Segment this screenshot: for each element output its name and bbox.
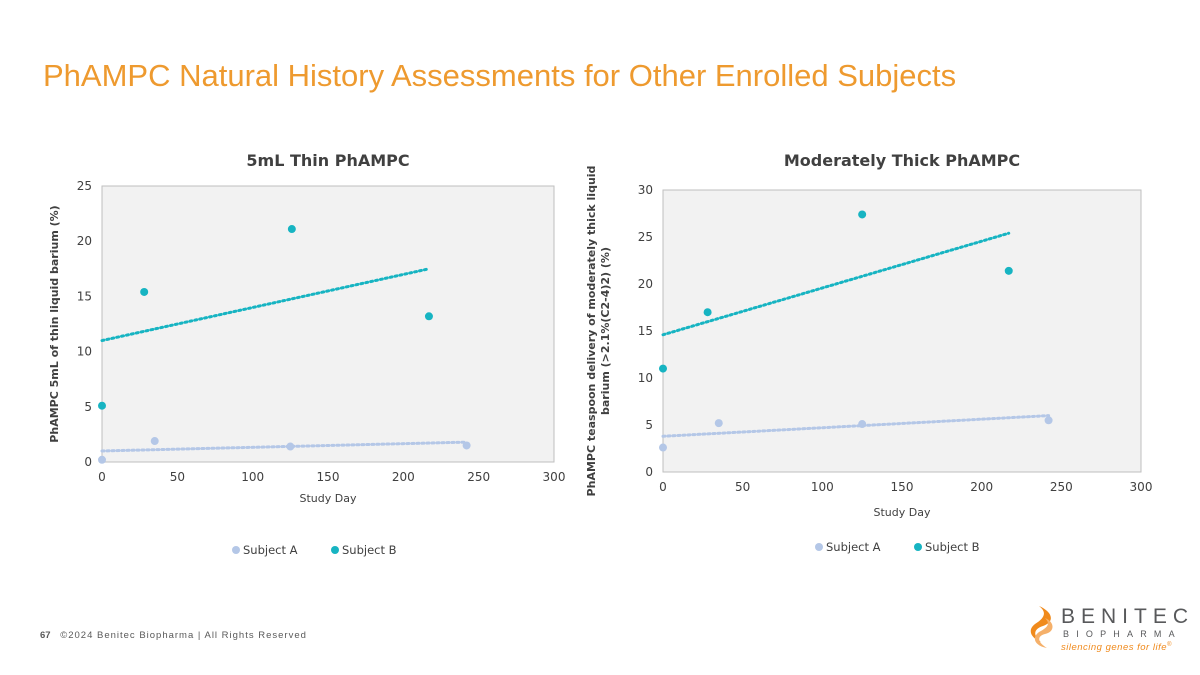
page-title: PhAMPC Natural History Assessments for O… (43, 58, 957, 93)
chart-5ml-thin: 5mL Thin PhAMPC 0 5 10 15 20 25 0 50 100 150 200 250… (40, 140, 620, 580)
thick-chart-y-tick-label: 20 (638, 277, 653, 291)
thin-chart-point-subject-b (287, 225, 296, 234)
logo-wordmark: BENITEC (1061, 605, 1195, 628)
thin-chart-legend-label: Subject B (342, 543, 397, 557)
thin-chart-trendline-subject-a (100, 440, 469, 453)
thick-chart-point-subject-b (659, 364, 667, 373)
thin-chart-point-subject-b (140, 287, 149, 296)
thick-chart-point-subject-a (714, 419, 723, 428)
benitec-logo-mark-icon (1030, 606, 1053, 648)
thin-chart-point-subject-a (150, 437, 159, 446)
thin-chart-point-subject-a (98, 455, 106, 464)
thick-chart-x-tick-label: 200 (970, 480, 993, 494)
thin-chart-y-tick-label: 0 (84, 455, 92, 469)
thick-chart-point-subject-b (1004, 266, 1013, 275)
thin-chart-x-tick-label: 250 (467, 470, 490, 484)
logo-trademark: ® (1167, 642, 1172, 648)
thick-chart-y-tick-label: 30 (638, 183, 653, 197)
thin-chart-trendline-subject-b (100, 267, 431, 343)
thick-chart-x-tick-label: 50 (735, 480, 750, 494)
benitec-logo: BENITEC BIOPHARMA silencing genes for li… (1025, 604, 1188, 656)
thin-chart-x-axis-label: Study Day (300, 492, 357, 505)
thick-chart-point-subject-b (858, 210, 867, 219)
thin-chart-point-subject-a (462, 441, 471, 450)
thick-chart-trendline-subject-b (661, 231, 1011, 337)
thick-chart-point-subject-a (1044, 416, 1053, 425)
logo-tagline-text: silencing genes for life (1061, 642, 1167, 654)
thick-chart-x-tick-label: 150 (891, 480, 914, 494)
thick-chart-legend-label: Subject B (925, 540, 980, 554)
logo-tagline: silencing genes for life® (1061, 642, 1172, 653)
thin-chart-y-tick-label: 20 (77, 234, 92, 248)
thick-chart-point-subject-b (703, 308, 712, 317)
thick-chart-y-tick-label: 25 (638, 230, 653, 244)
thin-chart-x-tick-label: 0 (98, 470, 106, 484)
thick-chart-plot-area (662, 189, 1142, 473)
thick-chart-x-tick-label: 0 (659, 480, 667, 494)
thin-chart-x-tick-label: 100 (241, 470, 264, 484)
thin-chart-y-axis-label: PhAMPC 5mL of thin liquid barium (%) (48, 205, 61, 442)
thin-chart-legend-marker-subject-b (331, 546, 339, 554)
thick-chart-legend-marker-subject-b (914, 543, 922, 551)
thick-chart-legend-label: Subject A (826, 540, 881, 554)
thin-chart-title: 5mL Thin PhAMPC (246, 151, 409, 170)
logo-subtitle: BIOPHARMA (1063, 629, 1182, 639)
thick-chart-x-axis-label: Study Day (874, 506, 931, 519)
footer: 67 ©2024 Benitec Biopharma | All Rights … (40, 630, 307, 641)
thick-chart-y-tick-label: 10 (638, 371, 653, 385)
thick-chart-point-subject-a (659, 443, 667, 452)
thin-chart-y-tick-label: 25 (77, 179, 92, 193)
thick-chart-y-tick-label: 0 (645, 465, 653, 479)
thin-chart-x-tick-label: 150 (317, 470, 340, 484)
thin-chart-y-tick-label: 5 (84, 400, 92, 414)
thick-chart-x-tick-label: 250 (1050, 480, 1073, 494)
page-number: 67 (40, 630, 51, 641)
thick-chart-legend-marker-subject-a (815, 543, 823, 551)
thin-chart-y-tick-label: 10 (77, 345, 92, 359)
thin-chart-x-tick-label: 300 (543, 470, 566, 484)
thick-chart-x-tick-label: 300 (1130, 480, 1153, 494)
thick-chart-y-tick-label: 5 (645, 418, 653, 432)
thin-chart-point-subject-b (98, 401, 106, 410)
thick-chart-x-tick-label: 100 (811, 480, 834, 494)
thin-chart-x-tick-label: 200 (392, 470, 415, 484)
thin-chart-legend-label: Subject A (243, 543, 298, 557)
chart-moderately-thick: Moderately Thick PhAMPC 0 5 10 15 20 25 30 0 50 10… (583, 140, 1163, 580)
thin-chart-plot-area (101, 185, 555, 463)
thick-chart-y-tick-label: 15 (638, 324, 653, 338)
thick-chart-title: Moderately Thick PhAMPC (784, 151, 1020, 170)
thin-chart-x-tick-label: 50 (170, 470, 185, 484)
thin-chart-point-subject-b (424, 312, 433, 321)
thin-chart-y-tick-label: 15 (77, 289, 92, 303)
copyright-text: ©2024 Benitec Biopharma | All Rights Res… (60, 630, 307, 641)
thick-chart-y-axis-label-line: barium (>2.1%(C2-4)2) (%) (599, 247, 612, 415)
thick-chart-trendline-subject-a (661, 414, 1051, 438)
thin-chart-point-subject-a (286, 442, 295, 451)
thick-chart-y-axis-label-line: PhAMPC teaspoon delivery of moderately t… (585, 166, 598, 497)
thick-chart-point-subject-a (858, 420, 867, 429)
thin-chart-legend-marker-subject-a (232, 546, 240, 554)
